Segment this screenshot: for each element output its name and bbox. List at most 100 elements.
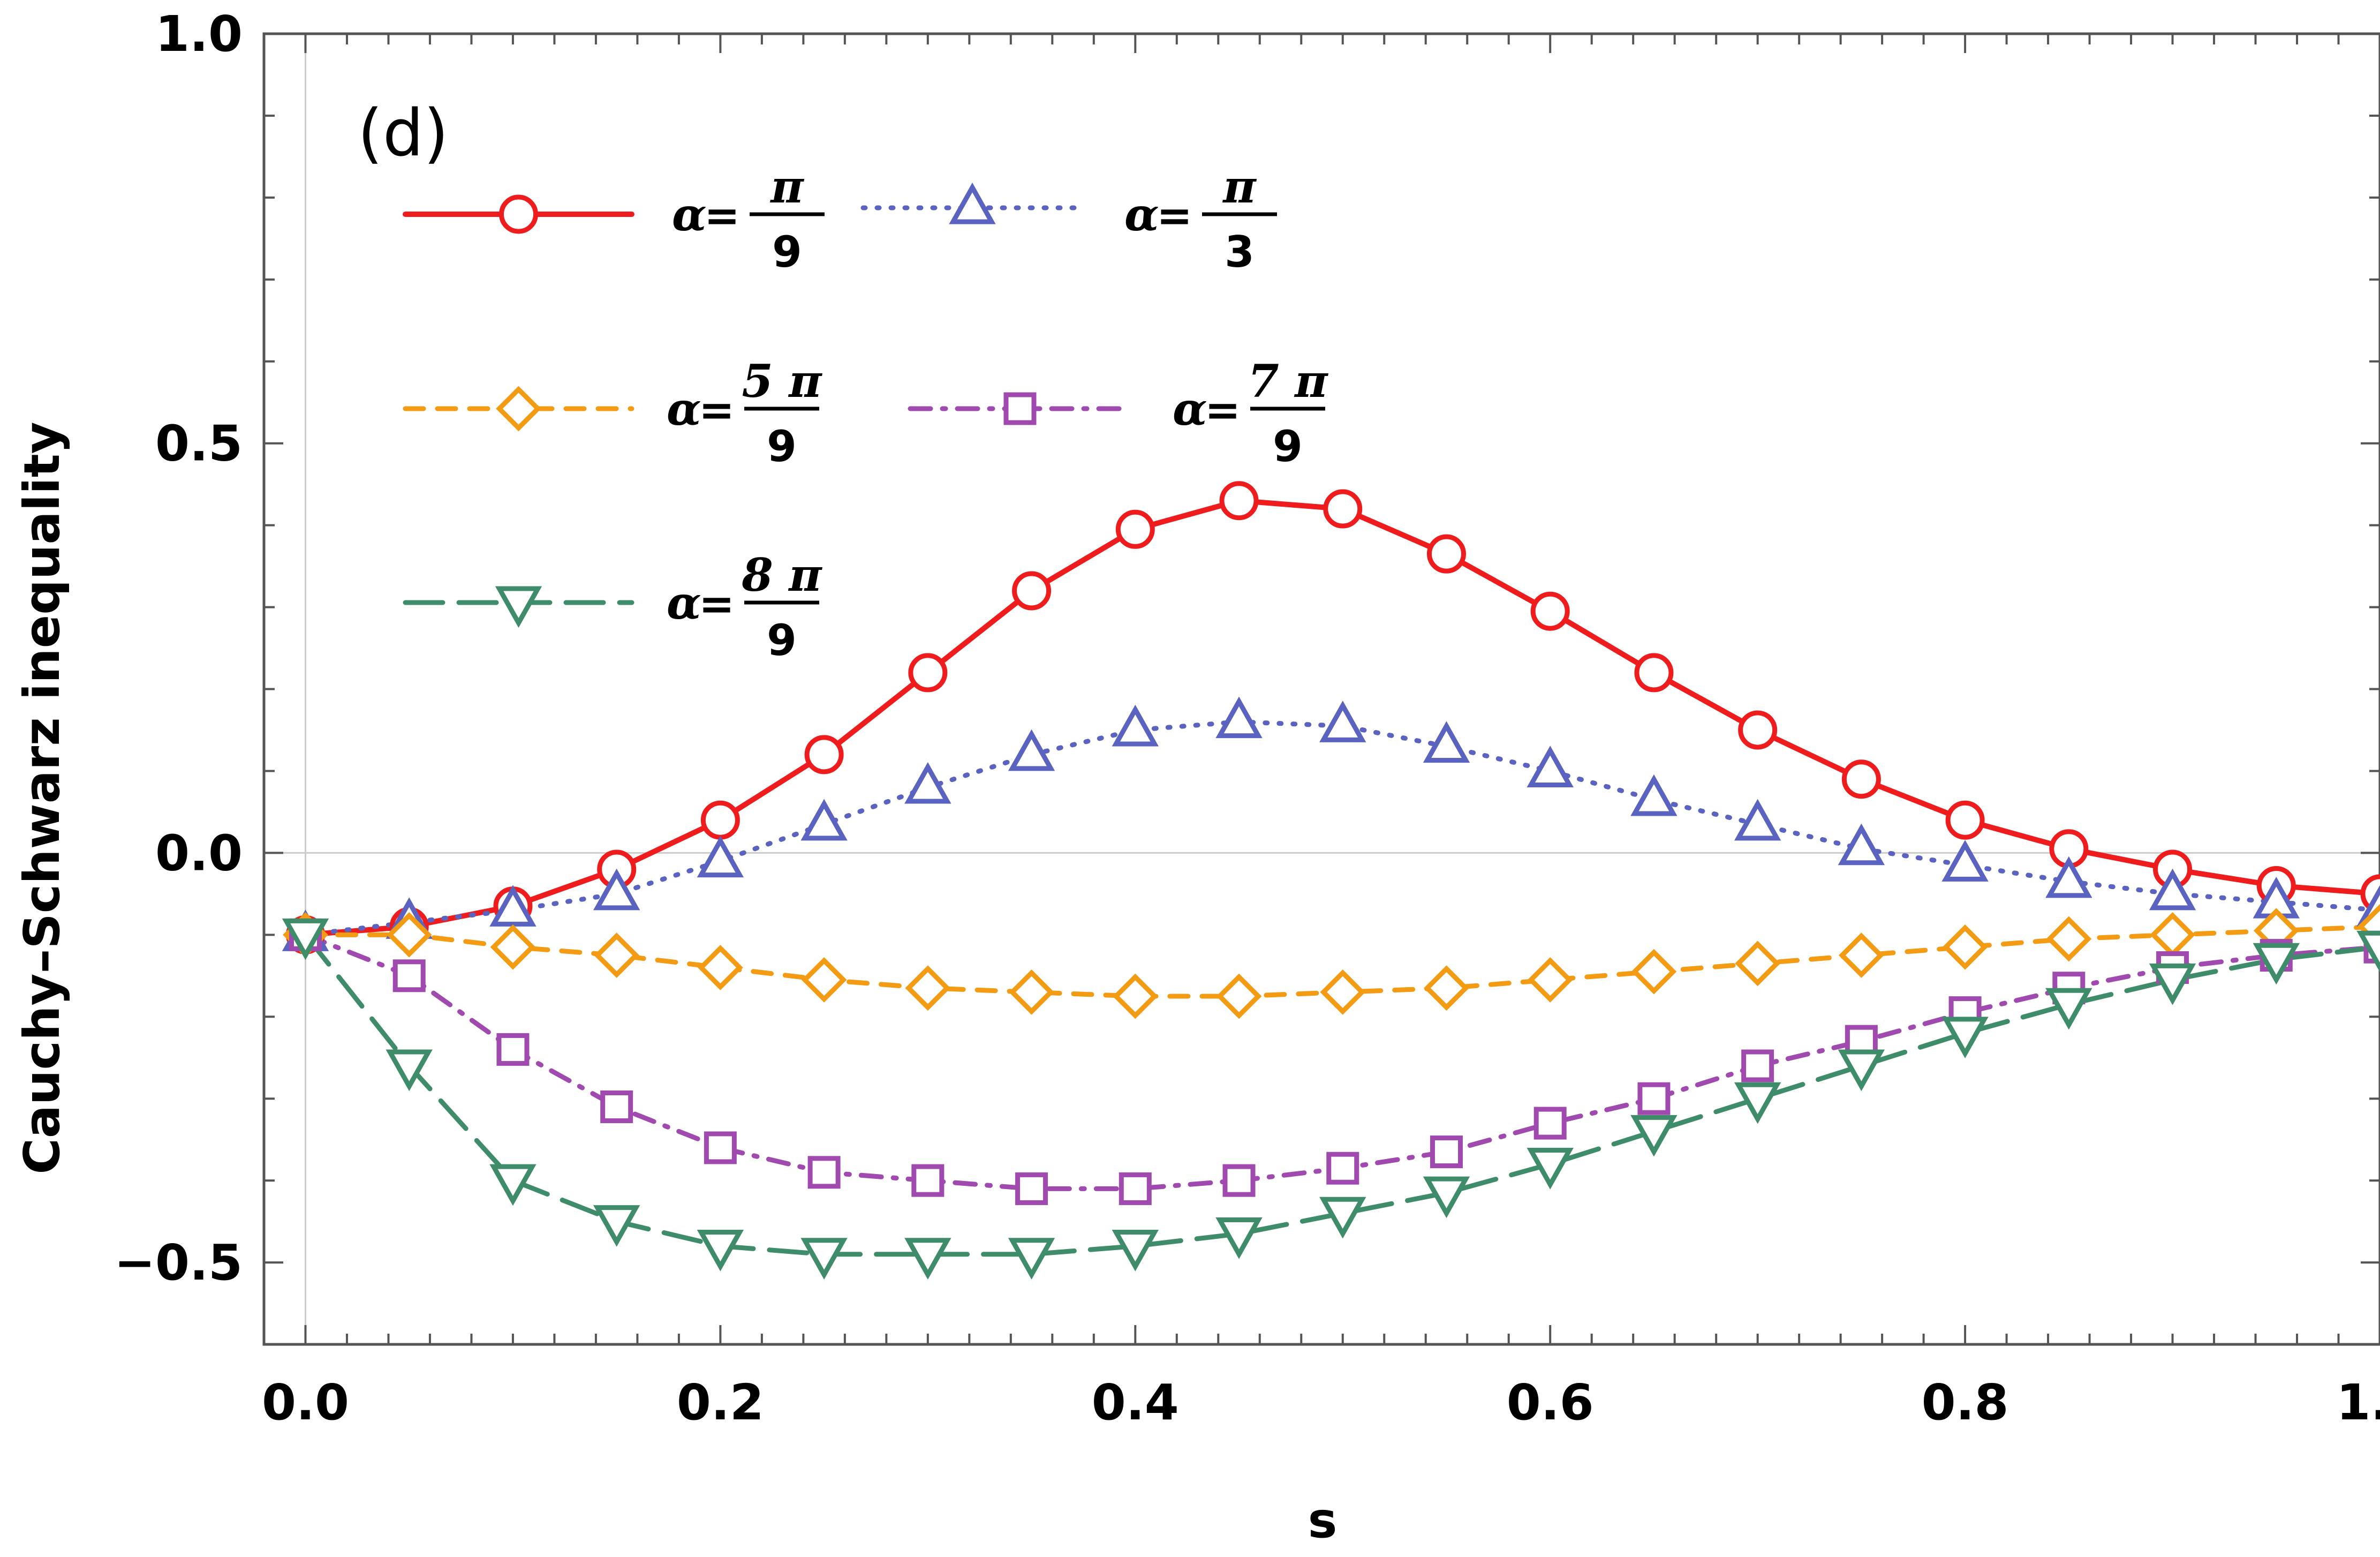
series-5-point (1527, 1148, 1574, 1190)
series-5-point (1630, 1115, 1678, 1157)
series-5-point (386, 1049, 433, 1092)
x-tick-label: 0.6 (1507, 1374, 1594, 1431)
series-3-point (1009, 969, 1054, 1015)
series-5-point (1215, 1217, 1263, 1259)
x-tick-label: 0.8 (1922, 1374, 2009, 1431)
series-2-point (1838, 823, 1885, 866)
series-4-point (1119, 1172, 1152, 1205)
legend-marker-1 (499, 194, 538, 234)
legend-denominator-4: 9 (1273, 422, 1303, 471)
zero-reference-lines (264, 34, 2380, 1344)
series-4-point (392, 959, 426, 992)
series-2-point (593, 868, 640, 911)
series-4-point (1015, 1172, 1048, 1205)
series-2-point (1008, 729, 1055, 771)
series-3-point (801, 957, 847, 1003)
series-3-point (1942, 924, 1988, 970)
legend-marker-4 (1003, 392, 1037, 425)
legend-alpha-2: α (1124, 188, 1159, 241)
series-2-point (1630, 774, 1678, 816)
series-1-point (1738, 710, 1778, 750)
series-4-point (1533, 1107, 1567, 1140)
series-2-point (489, 885, 537, 927)
series-5-point (2356, 930, 2380, 973)
series-5-point (1319, 1197, 1366, 1239)
legend-equals-1: = (704, 191, 740, 240)
series-4-point (807, 1156, 841, 1189)
series-3-point (1527, 957, 1573, 1003)
series-2-point (2045, 856, 2092, 898)
series-3-point (386, 912, 432, 958)
plot-frame (262, 32, 2380, 1346)
legend-denominator-1: 9 (772, 227, 802, 277)
legend-equals-3: = (699, 385, 735, 435)
x-tick-label: 1.0 (2337, 1374, 2380, 1431)
legend-marker-2 (949, 182, 996, 224)
panel-label: (d) (358, 96, 449, 171)
legend: α=π9α=π3α=5 π9α=7 π9α=8 π9 (403, 160, 1328, 665)
legend-numerator-2: π (1222, 160, 1257, 213)
series-2-point (1734, 799, 1781, 841)
legend-numerator-3: 5 π (742, 355, 822, 408)
y-tick-label: 0.0 (155, 824, 243, 882)
series-5-point (593, 1205, 640, 1247)
series-3-point (1216, 973, 1262, 1019)
series-3-point (698, 945, 743, 990)
series-4-point (1637, 1082, 1671, 1115)
legend-denominator-2: 3 (1225, 227, 1255, 277)
legend-alpha-3: α (667, 382, 701, 435)
y-tick-label: 0.5 (155, 415, 243, 472)
x-tick-label: 0.4 (1092, 1374, 1179, 1431)
series-5-point (1734, 1082, 1781, 1124)
series-1-point (1012, 571, 1052, 611)
y-tick-label: 1.0 (155, 5, 243, 63)
series-3-point (2150, 912, 2195, 958)
series-5-point (1838, 1049, 1885, 1092)
legend-alpha-4: α (1173, 382, 1207, 435)
series-1-point (1530, 591, 1570, 631)
series-2-point (1319, 701, 1366, 742)
legend-equals-5: = (699, 579, 735, 629)
series-2-point (1423, 721, 1470, 763)
series-1-point (1426, 534, 1466, 574)
legend-numerator-5: 8 π (741, 548, 822, 601)
legend-alpha-5: α (667, 576, 701, 629)
series-4-point (1222, 1164, 1256, 1197)
legend-numerator-1: π (769, 160, 804, 213)
x-axis-title: s (1308, 1492, 1338, 1549)
series-5-point (2253, 943, 2300, 985)
x-tick-label: 0.2 (677, 1374, 764, 1431)
series-2-point (697, 836, 744, 878)
series-line-5 (303, 932, 2380, 1257)
series-1-point (1323, 489, 1363, 529)
axis-ticks (264, 33, 2380, 1345)
tick-labels: 0.0 0.2 0.4 0.6 0.8 1.0 −0.5 0.0 0.5 1.0 (114, 5, 2380, 1431)
legend-denominator-5: 9 (767, 615, 797, 665)
series-markers (282, 481, 2380, 1280)
legend-denominator-3: 9 (767, 422, 797, 471)
series-5-point (904, 1238, 951, 1280)
series-3-point (1320, 969, 1366, 1015)
series-1-point (1945, 800, 1985, 840)
series-3-point (905, 965, 951, 1011)
y-tick-label: −0.5 (114, 1234, 243, 1291)
series-5-point (800, 1238, 848, 1280)
series-2-point (904, 762, 951, 804)
legend-alpha-1: α (672, 188, 707, 241)
series-5-point (1112, 1229, 1159, 1272)
series-1-point (700, 800, 740, 840)
series-5-point (1423, 1176, 1470, 1218)
series-3-point (1424, 965, 1469, 1011)
series-2-point (1112, 704, 1159, 747)
series-4-point (600, 1090, 633, 1123)
x-tick-label: 0.0 (262, 1374, 349, 1431)
series-5-point (282, 918, 329, 960)
plot-border (262, 32, 2380, 1346)
series-1-point (1115, 509, 1155, 549)
legend-numerator-4: 7 π (1248, 355, 1328, 408)
series-4-point (496, 1033, 530, 1066)
legend-equals-4: = (1205, 385, 1241, 435)
legend-marker-3 (496, 386, 541, 432)
series-5-point (2149, 963, 2196, 1005)
